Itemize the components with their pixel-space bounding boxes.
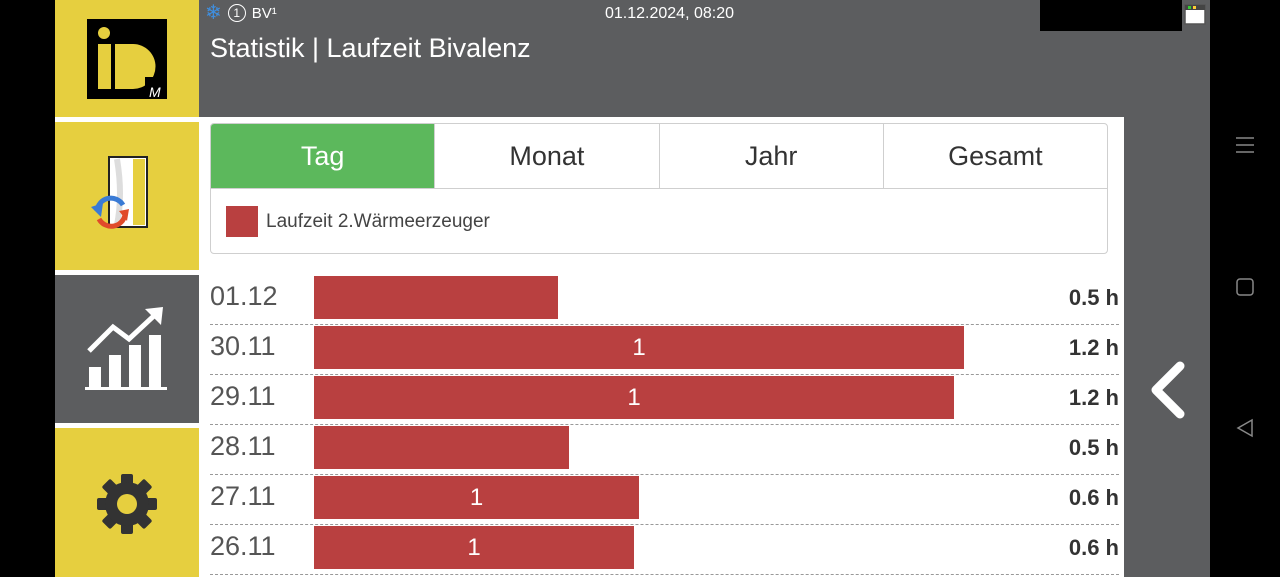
chevron-left-icon[interactable] [1146, 360, 1190, 425]
svg-text:M: M [149, 84, 161, 99]
header: ❄ 1 BV¹ 01.12.2024, 08:20 Statistik | La… [199, 0, 1210, 117]
circuit-indicator: 1 [227, 4, 246, 22]
row-date-label: 30.11 [210, 331, 276, 361]
tab-total[interactable]: Gesamt [882, 124, 1107, 188]
row-date-label: 01.12 [210, 281, 278, 311]
chart-growth-icon [85, 307, 171, 396]
bar-track: 1 [314, 526, 997, 569]
right-panel [1124, 117, 1210, 577]
row-value-label: 1.2 h [1068, 385, 1119, 410]
chart-row: 30.11 1 1.2 h [210, 325, 1119, 375]
row-value-label: 0.5 h [1068, 435, 1119, 460]
screen-left-edge [0, 0, 55, 577]
page-title: Statistik | Laufzeit Bivalenz [210, 33, 531, 63]
runtime-bar [314, 426, 569, 469]
filter-panel: Tag Monat Jahr Gesamt Laufzeit 2.Wärmeer… [210, 123, 1108, 254]
row-value-label: 0.6 h [1068, 535, 1119, 560]
legend: Laufzeit 2.Wärmeerzeuger [226, 206, 490, 237]
sidebar: M [55, 0, 199, 577]
chart-row: 27.11 1 0.6 h [210, 475, 1119, 525]
logo-tile[interactable]: M [55, 0, 199, 117]
home-icon[interactable] [1234, 276, 1256, 303]
chart-row: 28.11 0.5 h [210, 425, 1119, 475]
main-content: Tag Monat Jahr Gesamt Laufzeit 2.Wärmeer… [199, 117, 1124, 577]
bar-track [314, 276, 997, 319]
runtime-bar [314, 276, 558, 319]
sidebar-item-settings[interactable] [55, 428, 199, 577]
tab-month[interactable]: Monat [434, 124, 658, 188]
menu-icon[interactable] [1234, 134, 1256, 161]
runtime-bar: 1 [314, 476, 639, 519]
snowflake-icon: ❄ [205, 2, 222, 24]
bar-track: 1 [314, 476, 997, 519]
row-value-label: 0.6 h [1068, 485, 1119, 510]
row-value-label: 1.2 h [1068, 335, 1119, 360]
chart-row: 01.12 0.5 h [210, 275, 1119, 325]
datetime: 01.12.2024, 08:20 [605, 5, 735, 22]
idm-logo: M [87, 19, 167, 100]
runtime-bar: 1 [314, 376, 954, 419]
row-date-label: 26.11 [210, 531, 276, 561]
sidebar-item-statistics[interactable] [55, 275, 199, 423]
row-date-label: 28.11 [210, 431, 276, 461]
calendar-icon [1184, 3, 1206, 30]
legend-label: Laufzeit 2.Wärmeerzeuger [266, 210, 490, 232]
bar-track [314, 426, 997, 469]
sidebar-item-heating[interactable] [55, 122, 199, 270]
row-date-label: 27.11 [210, 481, 276, 511]
back-triangle-icon[interactable] [1234, 417, 1256, 444]
heat-exchange-icon [89, 155, 153, 240]
row-date-label: 29.11 [210, 381, 276, 411]
row-value-label: 0.5 h [1068, 285, 1119, 310]
mode-label: BV¹ [251, 4, 277, 22]
runtime-bar-chart: 01.12 0.5 h 30.11 1 1.2 h 29.11 1 1.2 h 28.11 0.5… [210, 275, 1119, 575]
runtime-bar: 1 [314, 526, 634, 569]
tab-day[interactable]: Tag [211, 124, 435, 188]
tab-year[interactable]: Jahr [658, 124, 883, 188]
chart-row: 26.11 1 0.6 h [210, 525, 1119, 575]
android-nav-bar [1184, 0, 1280, 577]
chart-row: 29.11 1 1.2 h [210, 375, 1119, 425]
redacted-area [1040, 0, 1182, 31]
legend-swatch [226, 206, 258, 237]
bar-track: 1 [314, 376, 997, 419]
status-indicators: ❄ 1 BV¹ [205, 3, 277, 23]
gear-icon [95, 472, 159, 541]
bar-track: 1 [314, 326, 997, 369]
runtime-bar: 1 [314, 326, 964, 369]
period-tabs: Tag Monat Jahr Gesamt [211, 124, 1107, 189]
